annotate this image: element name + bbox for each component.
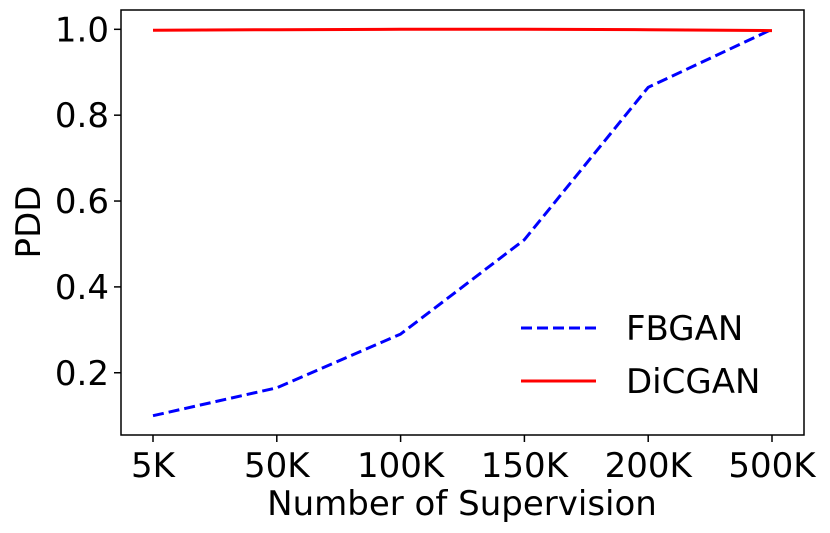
y-tick-label: 0.2 bbox=[55, 354, 109, 394]
x-tick-label: 50K bbox=[244, 446, 311, 486]
x-axis-title: Number of Supervision bbox=[267, 484, 657, 524]
series-line-fbgan bbox=[152, 27, 773, 418]
y-tick-label: 0.8 bbox=[55, 96, 109, 136]
series-line-dicgan bbox=[152, 27, 773, 33]
legend-label-dicgan: DiCGAN bbox=[626, 362, 760, 402]
legend-label-fbgan: FBGAN bbox=[626, 309, 743, 349]
y-axis-title: PDD bbox=[9, 186, 49, 259]
x-tick-label: 150K bbox=[481, 446, 570, 486]
y-tick-label: 0.4 bbox=[55, 268, 109, 308]
x-tick-label: 500K bbox=[728, 446, 817, 486]
y-tick-label: 1.0 bbox=[55, 10, 109, 50]
x-tick-label: 5K bbox=[131, 446, 177, 486]
x-tick-label: 200K bbox=[605, 446, 694, 486]
legend: FBGAN DiCGAN bbox=[521, 309, 760, 402]
plot-frame bbox=[120, 9, 805, 436]
y-tick-label: 0.6 bbox=[55, 182, 109, 222]
x-tick-label: 100K bbox=[357, 446, 446, 486]
